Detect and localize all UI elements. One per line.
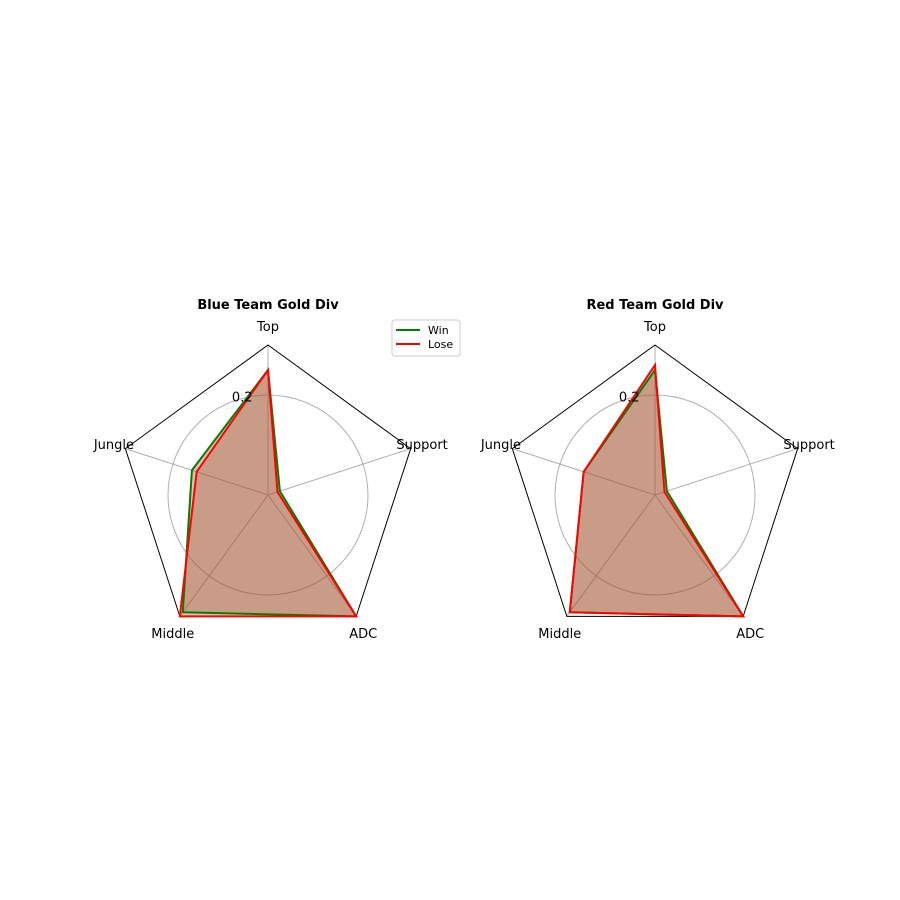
- series-line-lose: [178, 367, 358, 618]
- chart-title: Red Team Gold Div: [586, 298, 724, 313]
- axis-label-top: Top: [256, 320, 279, 335]
- axis-label-middle: Middle: [151, 627, 194, 642]
- axis-label-top: Top: [643, 320, 666, 335]
- grid-spoke: [654, 448, 798, 496]
- legend-label-win: Win: [428, 324, 449, 337]
- radar-chart-red-team: Top Support ADC Middle Jungle 0.2 Red Team Gol…: [480, 298, 835, 642]
- axis-label-support: Support: [396, 438, 447, 453]
- grid-spoke: [267, 494, 357, 617]
- grid-spoke: [654, 494, 744, 617]
- grid-spoke: [267, 448, 411, 496]
- grid-spoke: [179, 494, 269, 617]
- axis-label-support: Support: [783, 438, 834, 453]
- series-line-win: [181, 367, 358, 618]
- grid-spoke: [566, 494, 656, 617]
- radar-frame: [511, 344, 799, 617]
- radial-tick-label: 0.2: [619, 390, 640, 405]
- axis-label-middle: Middle: [538, 627, 581, 642]
- series-fill-win: [569, 370, 744, 617]
- axis-label-jungle: Jungle: [93, 438, 134, 453]
- series-fill-win: [182, 370, 357, 617]
- chart-title: Blue Team Gold Div: [197, 298, 339, 313]
- axis-label-adc: ADC: [736, 627, 764, 642]
- legend: Win Lose: [391, 319, 461, 357]
- legend-label-lose: Lose: [428, 338, 453, 351]
- axis-label-adc: ADC: [349, 627, 377, 642]
- radar-chart-blue-team: Top Support ADC Middle Jungle 0.2 Blue Team Go…: [93, 298, 448, 642]
- series-fill-lose: [179, 370, 357, 617]
- radial-tick-label: 0.2: [232, 390, 253, 405]
- series-line-lose: [568, 362, 746, 618]
- axis-label-jungle: Jungle: [480, 438, 521, 453]
